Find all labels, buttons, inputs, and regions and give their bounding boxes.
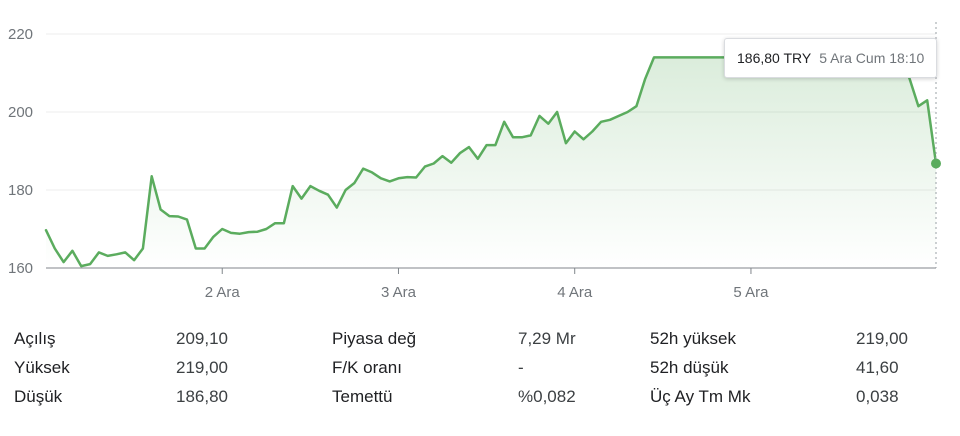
stat-label: Açılış (14, 329, 56, 348)
stat-label: F/K oranı (332, 358, 402, 377)
stat-value: 219,00 (176, 358, 228, 377)
x-tick-label: 3 Ara (381, 284, 417, 301)
tooltip-time: 5 Ara Cum 18:10 (819, 50, 925, 66)
x-tick-label: 2 Ara (205, 284, 241, 301)
hover-point (931, 158, 941, 169)
y-tick-label: 160 (8, 260, 33, 277)
x-tick-label: 5 Ara (733, 284, 769, 301)
stat-label: Yüksek (14, 358, 70, 377)
stat-value: 41,60 (856, 358, 899, 377)
stat-label: Temettü (332, 387, 393, 406)
stat-value: 219,00 (856, 329, 908, 348)
stat-value: 209,10 (176, 329, 228, 348)
stat-value: 0,038 (856, 387, 899, 406)
price-chart[interactable]: 160 180 200 220 2 Ara 3 Ara 4 Ara 5 Ara 186,80 … (0, 0, 960, 310)
stat-value: 186,80 (176, 387, 228, 406)
stat-value: - (518, 358, 524, 377)
stat-label: Üç Ay Tm Mk (650, 387, 751, 406)
y-tick-label: 200 (8, 104, 33, 121)
tooltip-price: 186,80 TRY (737, 50, 812, 66)
y-tick-label: 220 (8, 26, 33, 43)
stat-label: Piyasa değ (332, 329, 417, 348)
price-area (46, 57, 936, 269)
stat-label: 52h düşük (650, 358, 729, 377)
x-tick-label: 4 Ara (557, 284, 593, 301)
stat-value: 7,29 Mr (518, 329, 576, 348)
y-tick-label: 180 (8, 182, 33, 199)
stat-label: Düşük (14, 387, 63, 406)
stats-table: Açılış 209,10 Piyasa değ 7,29 Mr 52h yük… (14, 328, 944, 407)
stat-label: 52h yüksek (650, 329, 736, 348)
price-tooltip: 186,80 TRY 5 Ara Cum 18:10 (724, 38, 938, 78)
stat-value: %0,082 (518, 387, 576, 406)
